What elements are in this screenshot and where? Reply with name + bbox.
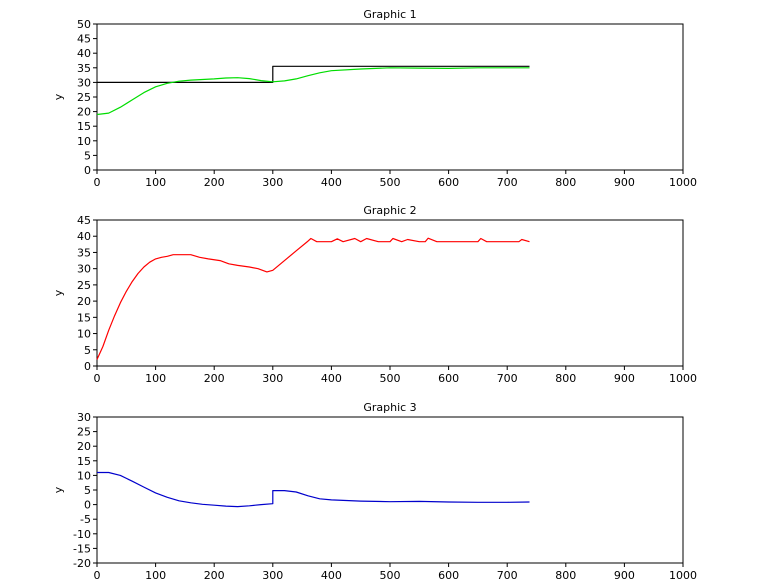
- chart-title: Graphic 1: [363, 8, 416, 21]
- y-tick-label: 5: [84, 484, 91, 497]
- x-tick-label: 200: [204, 372, 225, 385]
- y-tick-label: 35: [77, 62, 91, 75]
- y-axis-label: y: [52, 486, 65, 493]
- y-tick-label: 40: [77, 47, 91, 60]
- x-tick-label: 300: [262, 176, 283, 189]
- x-tick-label: 200: [204, 176, 225, 189]
- y-tick-label: 10: [77, 469, 91, 482]
- y-tick-label: -15: [73, 542, 91, 555]
- y-tick-label: 45: [77, 33, 91, 46]
- y-tick-label: 25: [77, 426, 91, 439]
- x-tick-label: 0: [94, 372, 101, 385]
- x-tick-label: 0: [94, 176, 101, 189]
- series-line-2: [96, 67, 530, 116]
- x-tick-label: 600: [438, 372, 459, 385]
- y-tick-label: 45: [77, 214, 91, 227]
- y-tick-label: 30: [77, 411, 91, 424]
- y-axis-label: y: [52, 93, 65, 100]
- y-tick-label: 50: [77, 18, 91, 31]
- y-tick-label: 15: [77, 311, 91, 324]
- y-tick-label: 30: [77, 76, 91, 89]
- y-tick-label: 0: [84, 499, 91, 512]
- y-tick-label: -20: [73, 557, 91, 570]
- x-tick-label: 700: [497, 569, 518, 582]
- y-tick-label: 5: [84, 149, 91, 162]
- y-tick-label: -10: [73, 528, 91, 541]
- x-tick-label: 600: [438, 569, 459, 582]
- x-tick-label: 100: [145, 569, 166, 582]
- y-tick-label: 5: [84, 344, 91, 357]
- series-line-1: [97, 65, 530, 83]
- y-tick-label: 15: [77, 455, 91, 468]
- chart-title: Graphic 3: [363, 401, 416, 414]
- y-axis-label: y: [52, 289, 65, 296]
- x-tick-label: 100: [145, 372, 166, 385]
- plot-frame: [96, 416, 684, 564]
- x-tick-label: 700: [497, 372, 518, 385]
- y-tick-label: 15: [77, 120, 91, 133]
- x-tick-label: 500: [380, 176, 401, 189]
- x-tick-label: 800: [555, 569, 576, 582]
- x-tick-label: 500: [380, 372, 401, 385]
- plot-frame: [96, 23, 684, 171]
- y-tick-label: 30: [77, 263, 91, 276]
- x-tick-label: 1000: [669, 372, 697, 385]
- y-tick-label: 20: [77, 295, 91, 308]
- x-tick-label: 400: [321, 372, 342, 385]
- series-line-1: [96, 237, 530, 360]
- y-tick-label: 25: [77, 279, 91, 292]
- x-tick-label: 1000: [669, 569, 697, 582]
- y-tick-label: 35: [77, 246, 91, 259]
- x-tick-label: 700: [497, 176, 518, 189]
- x-tick-label: 300: [262, 372, 283, 385]
- x-tick-label: 300: [262, 569, 283, 582]
- x-tick-label: 0: [94, 569, 101, 582]
- x-tick-label: 900: [614, 176, 635, 189]
- y-tick-label: 25: [77, 91, 91, 104]
- x-tick-label: 600: [438, 176, 459, 189]
- x-tick-label: 400: [321, 569, 342, 582]
- x-tick-label: 400: [321, 176, 342, 189]
- y-tick-label: 10: [77, 135, 91, 148]
- x-tick-label: 800: [555, 372, 576, 385]
- x-tick-label: 900: [614, 569, 635, 582]
- x-tick-label: 500: [380, 569, 401, 582]
- y-tick-label: 10: [77, 328, 91, 341]
- y-tick-label: 0: [84, 360, 91, 373]
- x-tick-label: 1000: [669, 176, 697, 189]
- y-tick-label: -5: [80, 513, 91, 526]
- y-tick-label: 40: [77, 230, 91, 243]
- y-tick-label: 20: [77, 106, 91, 119]
- x-tick-label: 100: [145, 176, 166, 189]
- x-tick-label: 200: [204, 569, 225, 582]
- x-tick-label: 900: [614, 372, 635, 385]
- y-tick-label: 20: [77, 440, 91, 453]
- chart-title: Graphic 2: [363, 204, 416, 217]
- y-tick-label: 0: [84, 164, 91, 177]
- series-line-1: [97, 471, 530, 508]
- x-tick-label: 800: [555, 176, 576, 189]
